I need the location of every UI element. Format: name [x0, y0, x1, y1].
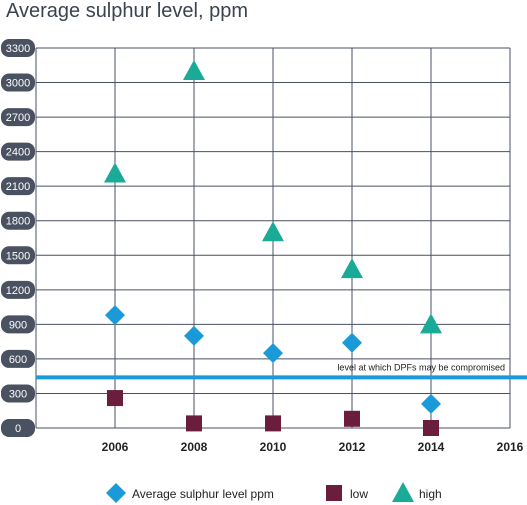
square-data-point — [265, 415, 281, 432]
legend-diamond-icon — [106, 483, 126, 503]
y-tick-label: 3300 — [6, 43, 30, 55]
square-data-point — [423, 420, 439, 436]
triangle-data-point — [420, 313, 442, 334]
square-data-point — [344, 410, 360, 427]
legend-label: high — [419, 487, 442, 501]
y-axis-ticks: 0 300 600 900 1200 1500 1800 2100 2400 2700 3000 33… — [1, 39, 35, 437]
diamond-data-point — [105, 305, 125, 326]
data-markers — [104, 60, 442, 436]
x-tick-label: 2012 — [339, 440, 366, 454]
x-tick-label: 2010 — [260, 440, 287, 454]
chart-title: Average sulphur level, ppm — [6, 0, 248, 22]
legend-square-icon — [326, 485, 342, 501]
diamond-data-point — [263, 343, 283, 364]
triangle-data-point — [183, 60, 205, 81]
y-tick-label: 1800 — [6, 216, 30, 228]
reference-line-layer: level at which DPFs may be compromised — [36, 362, 527, 380]
y-tick-label: 2100 — [6, 181, 30, 193]
y-tick-label: 1500 — [6, 250, 30, 262]
square-data-point — [186, 415, 202, 432]
y-tick-bg — [1, 73, 35, 92]
legend-triangle-icon — [392, 482, 414, 502]
y-tick-bg — [1, 315, 35, 334]
diamond-data-point — [342, 332, 362, 353]
x-axis-ticks: 2006 2008 2010 2012 2014 2016 — [102, 440, 524, 454]
diamond-data-point — [421, 393, 441, 414]
diamond-data-point — [184, 325, 204, 346]
y-tick-label: 900 — [9, 319, 27, 331]
y-tick-bg — [1, 177, 35, 196]
y-tick-label: 2700 — [6, 112, 30, 124]
y-tick-bg — [1, 349, 35, 368]
dpf-threshold-label: level at which DPFs may be compromised — [337, 362, 505, 372]
y-tick-label: 1200 — [6, 285, 30, 297]
y-tick-bg — [1, 419, 35, 437]
y-tick-label: 600 — [9, 354, 27, 366]
y-tick-label: 0 — [15, 423, 21, 435]
y-tick-bg — [1, 211, 35, 230]
square-data-point — [107, 390, 123, 407]
legend-label: low — [350, 487, 368, 501]
y-tick-bg — [1, 384, 35, 403]
x-tick-label: 2014 — [418, 440, 445, 454]
legend: Average sulphur level ppm low high — [106, 482, 442, 503]
x-tick-label: 2006 — [102, 440, 129, 454]
y-tick-label: 300 — [9, 388, 27, 400]
y-tick-bg — [1, 280, 35, 299]
triangle-data-point — [104, 162, 126, 183]
triangle-data-point — [262, 221, 284, 242]
y-tick-bg — [1, 246, 35, 265]
y-tick-bg — [1, 142, 35, 161]
y-tick-bg — [1, 39, 35, 57]
y-tick-label: 2400 — [6, 147, 30, 159]
triangle-data-point — [341, 258, 363, 279]
y-tick-label: 3000 — [6, 78, 30, 90]
y-tick-bg — [1, 108, 35, 127]
x-tick-label: 2016 — [497, 440, 524, 454]
x-tick-label: 2008 — [181, 440, 208, 454]
legend-label: Average sulphur level ppm — [132, 487, 274, 501]
